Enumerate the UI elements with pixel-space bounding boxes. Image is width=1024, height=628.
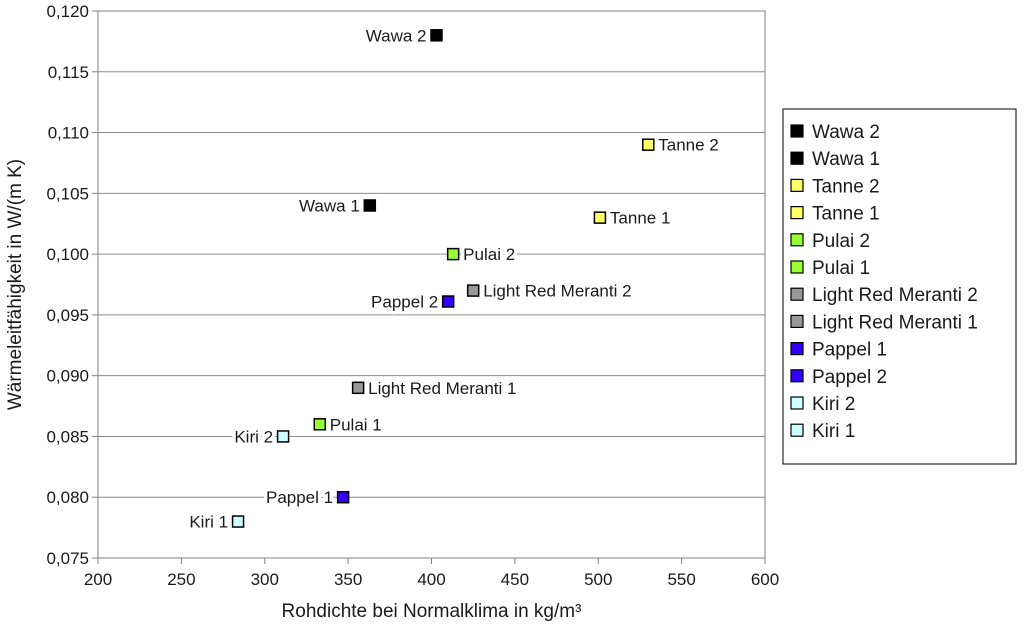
- legend-marker: [790, 369, 804, 383]
- legend-label: Kiri 2: [812, 394, 855, 415]
- point-label: Light Red Meranti 2: [483, 282, 631, 301]
- data-points: [231, 29, 655, 528]
- data-point: [276, 430, 290, 443]
- data-point: [336, 490, 350, 504]
- legend-label: Wawa 2: [812, 122, 880, 143]
- data-point: [430, 29, 443, 42]
- point-label: Kiri 1: [189, 513, 228, 532]
- data-point: [351, 381, 365, 395]
- data-point: [441, 295, 455, 308]
- legend-label: Pappel 1: [812, 340, 887, 361]
- point-label: Pulai 2: [463, 245, 515, 264]
- legend-marker: [790, 206, 804, 220]
- x-tick-label: 300: [251, 570, 279, 589]
- point-labels: Wawa 2 Wawa 1 Tanne 2 Tanne 1 Pulai 2 Pulai 1…: [186, 23, 722, 535]
- data-point: [593, 211, 607, 224]
- legend-marker: [790, 151, 804, 165]
- legend-label: Kiri 1: [812, 421, 855, 442]
- x-tick-label: 200: [84, 570, 112, 589]
- y-tick-label: 0,095: [46, 306, 89, 325]
- y-tick-label: 0,120: [46, 2, 89, 21]
- y-tick-label: 0,105: [46, 184, 89, 203]
- legend: [782, 108, 1017, 465]
- y-tick-label: 0,090: [46, 367, 89, 386]
- x-tick-label: 550: [667, 570, 695, 589]
- legend-marker: [790, 423, 804, 437]
- x-tick-label: 500: [584, 570, 612, 589]
- point-label: Wawa 2: [366, 26, 427, 45]
- data-point: [446, 247, 460, 261]
- legend-marker: [790, 178, 804, 192]
- y-tick-label: 0,110: [48, 124, 89, 143]
- x-tick-label: 450: [501, 570, 529, 589]
- y-tick-label: 0,080: [46, 488, 89, 507]
- legend-marker: [790, 314, 804, 328]
- legend-label: Pulai 1: [812, 258, 870, 279]
- point-label: Pappel 2: [371, 293, 438, 312]
- x-tick-label: 400: [417, 570, 445, 589]
- plot-area: [97, 10, 766, 559]
- gridlines: [98, 71, 765, 498]
- point-label: Light Red Meranti 1: [368, 379, 516, 398]
- legend-marker: [790, 233, 804, 247]
- data-point: [363, 199, 377, 212]
- legend-marker: [790, 287, 804, 301]
- legend-label: Pulai 2: [812, 231, 870, 252]
- y-tick-label: 0,085: [46, 427, 89, 446]
- legend-label: Light Red Meranti 1: [812, 312, 978, 333]
- legend-label: Tanne 2: [812, 176, 880, 197]
- x-tick-label: 600: [751, 570, 779, 589]
- data-point: [642, 138, 655, 151]
- x-tick-label: 250: [167, 570, 195, 589]
- data-point: [313, 418, 327, 431]
- point-label: Tanne 2: [658, 136, 719, 155]
- legend-entries: Wawa 2 Wawa 1 Tanne 2 Tanne 1 Pulai 2 Pulai 1…: [790, 122, 978, 442]
- y-tick-label: 0,100: [46, 245, 89, 264]
- y-tick-label: 0,115: [48, 63, 89, 82]
- data-point: [466, 284, 480, 297]
- point-label: Kiri 2: [234, 427, 273, 446]
- legend-marker: [790, 342, 804, 356]
- axis-ticks: 0,075 0,080 0,085 0,090 0,095 0,100 0,105 0,110…: [46, 2, 779, 589]
- y-axis-title: Wärmeleitfähigkeit in W/(m K): [5, 159, 26, 410]
- legend-marker: [790, 260, 804, 274]
- y-tick-label: 0,075: [46, 549, 89, 568]
- legend-label: Wawa 1: [812, 149, 880, 170]
- point-label: Wawa 1: [299, 196, 360, 215]
- x-tick-label: 350: [334, 570, 362, 589]
- legend-label: Tanne 1: [812, 204, 880, 225]
- legend-marker: [790, 396, 804, 410]
- legend-marker: [790, 124, 804, 138]
- x-axis-title: Rohdichte bei Normalklima in kg/m³: [282, 601, 582, 622]
- point-label: Tanne 1: [610, 209, 671, 228]
- legend-label: Pappel 2: [812, 367, 887, 388]
- point-label: Pulai 1: [330, 415, 382, 434]
- legend-label: Light Red Meranti 2: [812, 285, 978, 306]
- point-label: Pappel 1: [266, 488, 333, 507]
- data-point: [231, 515, 245, 528]
